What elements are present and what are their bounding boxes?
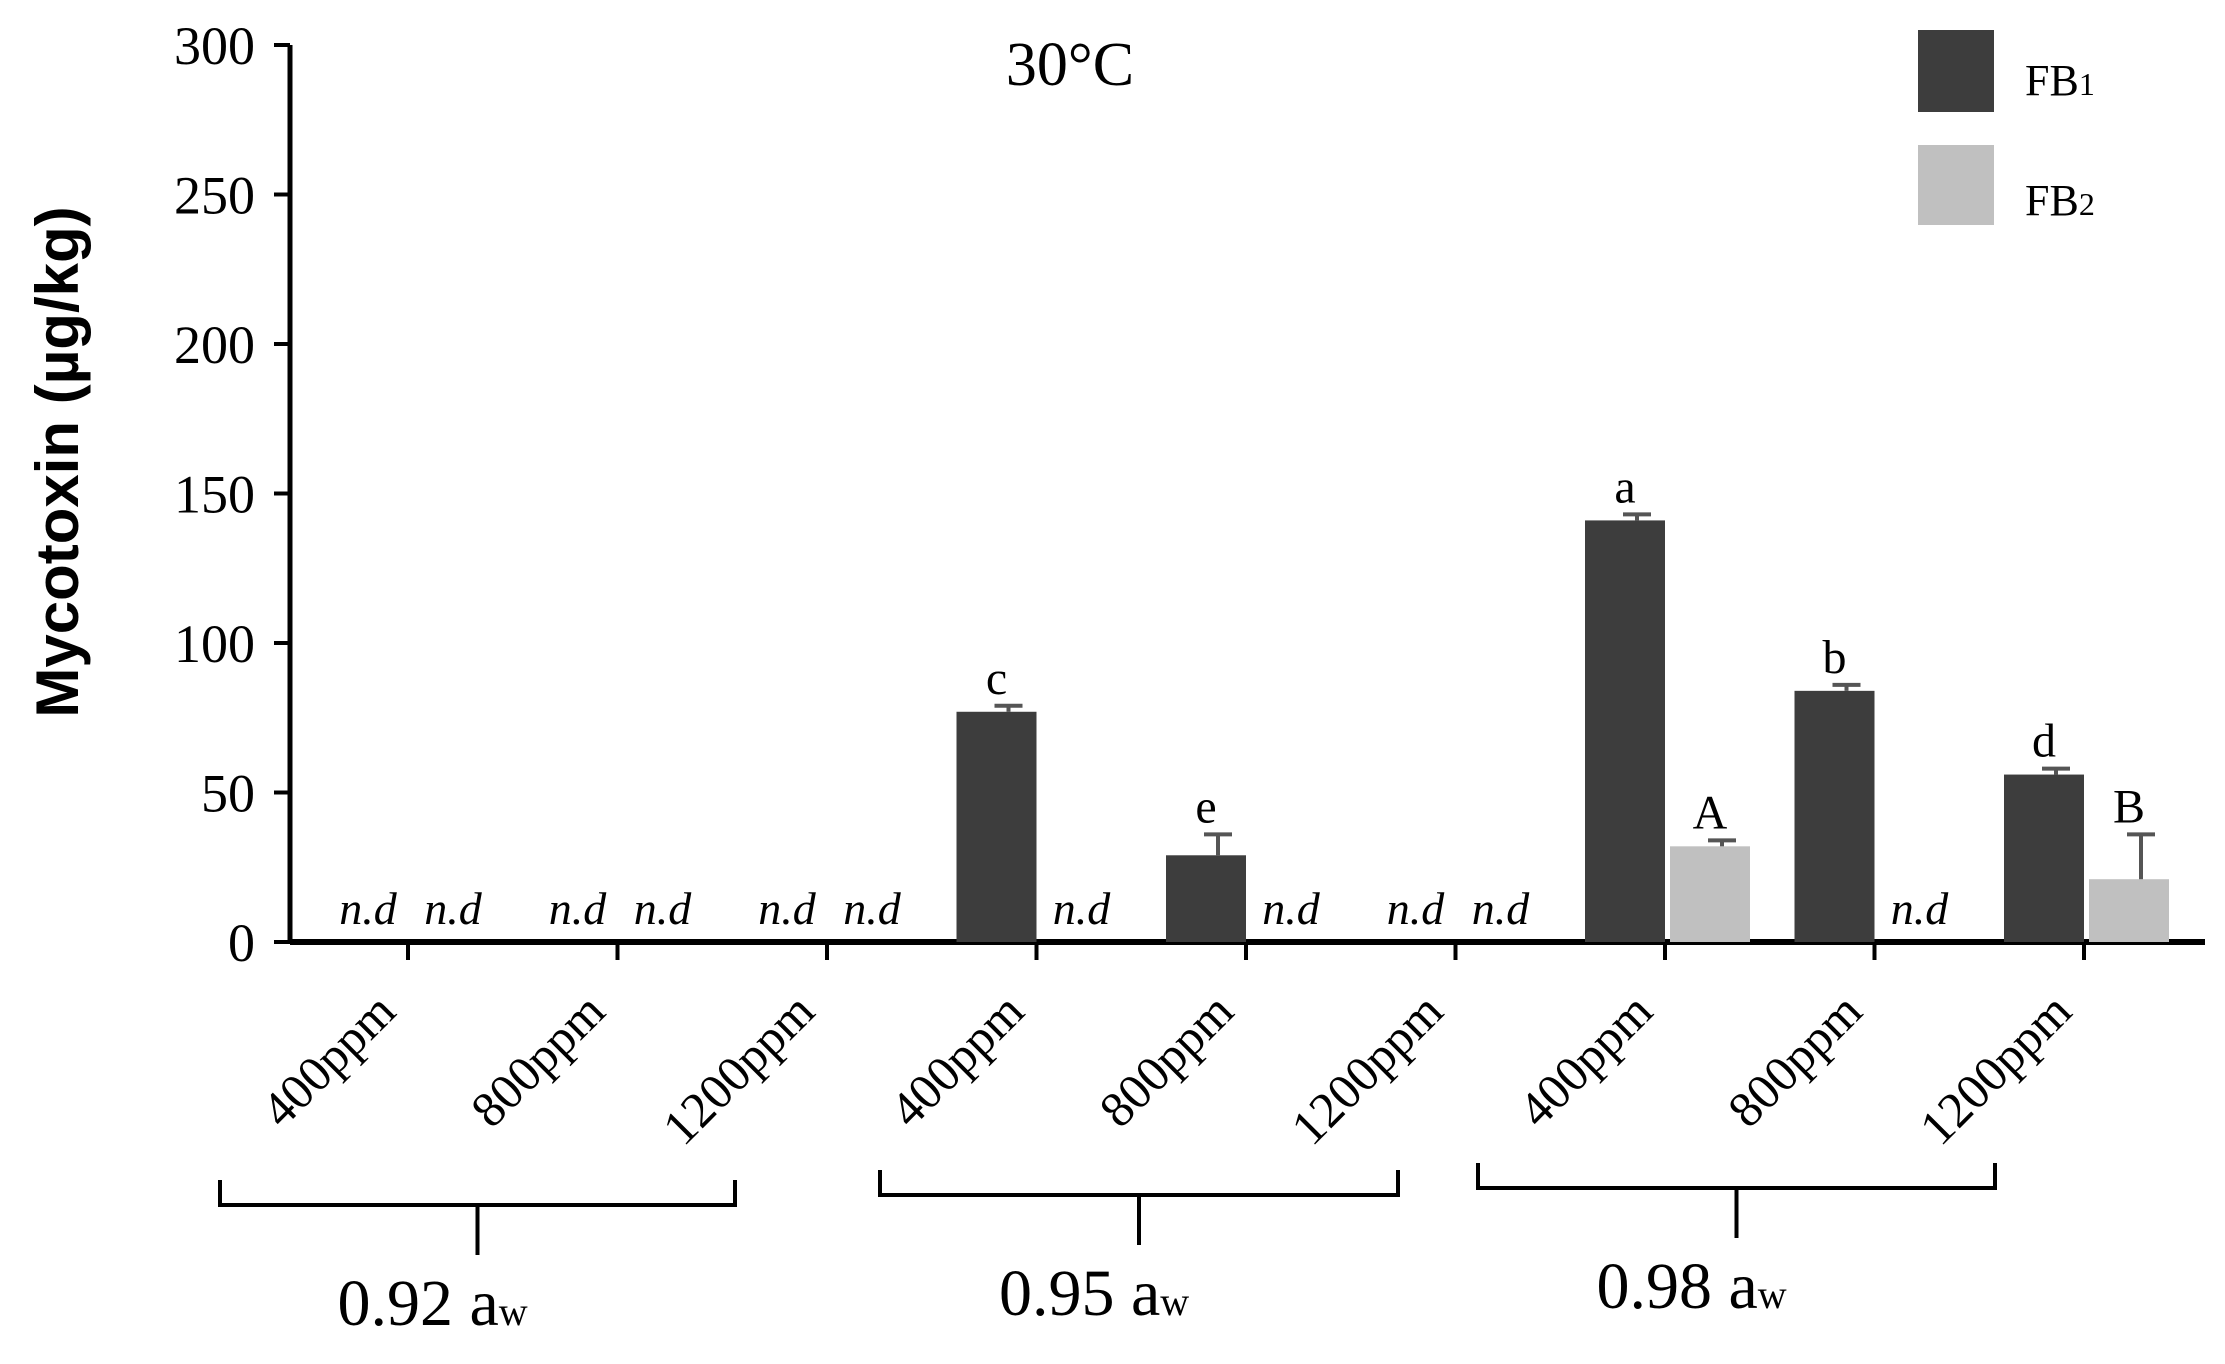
not-detected-label: n.d [843,883,902,934]
significance-letter: b [1823,631,1847,684]
bar [1585,520,1665,942]
not-detected-label: n.d [758,883,817,934]
not-detected-label: n.d [1387,883,1446,934]
legend-swatch-fb1 [1918,30,1994,112]
axes: 0 50 100 150 200 250 300 [174,16,2205,1255]
x-tick-label: 400ppm [879,982,1035,1138]
legend-label-fb2: FB2 [2025,176,2095,225]
significance-letter: d [2032,715,2056,768]
group-bracket [878,1170,1400,1197]
x-tick-label: 1200ppm [1909,982,2082,1155]
bar [2089,879,2169,942]
significance-letter: c [986,652,1007,705]
not-detected-label: n.d [1262,883,1321,934]
bar [1670,846,1750,942]
x-tick-label: 800ppm [1717,982,1873,1138]
not-detected-label: n.d [1891,883,1950,934]
y-tick-label: 150 [174,465,255,525]
x-tick-label: 1200ppm [1280,982,1453,1155]
group-label: 0.95 aw [999,1257,1189,1330]
not-detected-label: n.d [339,883,398,934]
not-detected-label: n.d [1472,883,1531,934]
bar [1166,855,1246,942]
bar [2004,774,2084,942]
x-tick-label: 1200ppm [652,982,825,1155]
legend-swatch-fb2 [1918,145,1994,225]
significance-letter: a [1614,460,1635,513]
legend-label-fb1: FB1 [2025,56,2095,105]
not-detected-label: n.d [549,883,608,934]
chart-title: 30°C [1006,31,1134,99]
group-bracket [1476,1163,1997,1190]
legend: FB1 FB2 [1918,30,2095,225]
y-tick-label: 0 [228,913,255,973]
group-bracket [218,1180,737,1207]
y-tick-label: 300 [174,16,255,76]
x-tick-label: 400ppm [250,982,406,1138]
y-tick-label: 50 [201,764,255,824]
x-tick-label: 800ppm [1088,982,1244,1138]
y-axis-label: Mycotoxin (µg/kg) [24,206,91,717]
not-detected-label: n.d [1053,883,1112,934]
x-tick-label: 400ppm [1507,982,1663,1138]
group-label: 0.92 aw [338,1267,528,1340]
bars [956,512,2169,942]
not-detected-label: n.d [634,883,693,934]
bar [956,711,1037,942]
significance-letter: B [2113,780,2145,833]
y-tick-label: 100 [174,614,255,674]
y-tick-label: 250 [174,166,255,226]
group-label: 0.98 aw [1597,1250,1787,1323]
x-tick-label: 800ppm [460,982,616,1138]
not-detected-label: n.d [424,883,483,934]
significance-letter: e [1195,780,1216,833]
bar [1794,690,1875,942]
y-tick-label: 200 [174,315,255,375]
significance-letter: A [1693,786,1728,839]
